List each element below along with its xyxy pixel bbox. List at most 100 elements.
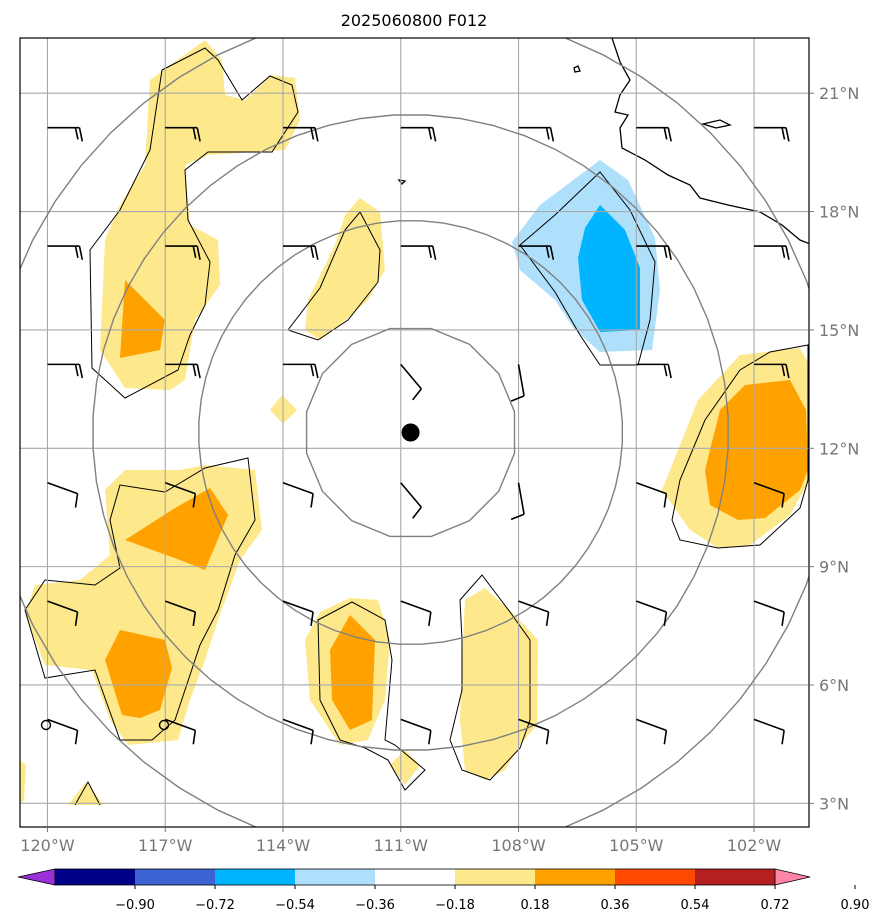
y-tick-label: 3°N — [819, 794, 849, 813]
coastline-mexico — [611, 38, 809, 245]
wind-barb-flag — [428, 611, 432, 626]
y-tick-label: 9°N — [819, 558, 849, 577]
wind-barb-flag — [428, 730, 432, 745]
wind-barbs — [47, 126, 790, 745]
wind-barb-shaft — [636, 718, 667, 732]
wind-barb — [47, 600, 79, 626]
wind-barb-shaft — [400, 482, 422, 508]
wind-barb — [164, 600, 197, 626]
x-tick-label: 114°W — [256, 836, 311, 855]
wind-barb-flag — [785, 245, 790, 260]
wind-barb-shaft — [47, 600, 78, 613]
wind-barb-shaft — [636, 481, 667, 495]
wind-barb-flag — [667, 127, 672, 142]
colorbar-extend-max — [774, 868, 811, 886]
wind-barb — [47, 718, 79, 745]
range-rings — [20, 38, 809, 827]
colorbar-label: 0.72 — [761, 898, 790, 913]
wind-barb-flag — [663, 127, 668, 140]
wind-barb-shaft — [164, 718, 196, 732]
wind-barb-flag — [667, 364, 672, 379]
wind-barb — [754, 126, 790, 142]
negative-anomaly-region — [578, 205, 640, 332]
wind-barb-shaft — [400, 718, 432, 732]
wind-barb — [283, 245, 319, 260]
wind-barb-shaft — [753, 481, 785, 495]
contour-line — [24, 457, 256, 741]
y-tick-label: 6°N — [819, 676, 849, 695]
colorbar-label: −0.54 — [275, 898, 315, 913]
colorbar-segment — [375, 869, 456, 885]
range-ring — [20, 38, 809, 827]
wind-barb — [164, 481, 197, 508]
positive-anomaly-region — [105, 630, 172, 718]
wind-barb-shaft — [753, 718, 785, 732]
positive-anomaly-region — [20, 760, 26, 805]
colorbar-label: −0.90 — [115, 898, 155, 913]
wind-barb-flag — [74, 611, 79, 626]
colorbar-labels: −0.90 −0.72 −0.54 −0.36 −0.18 0.18 0.36 0.54 0.7… — [115, 885, 869, 913]
wind-barb-shaft — [517, 482, 525, 515]
x-tick-label: 111°W — [374, 836, 429, 855]
wind-barb-flag — [310, 364, 315, 377]
wind-barb-flag — [663, 611, 668, 626]
colorbar-segment — [55, 869, 136, 885]
wind-barb-flag — [781, 127, 786, 140]
wind-barb — [518, 245, 555, 260]
wind-barb — [282, 600, 314, 626]
wind-barb — [165, 126, 201, 142]
anomaly-fills — [20, 40, 809, 805]
wind-barb-flag — [785, 364, 790, 379]
wind-barb — [636, 718, 668, 745]
wind-barb-flag — [545, 611, 550, 626]
colorbar-segment — [615, 869, 696, 885]
positive-anomaly-region — [305, 198, 385, 340]
wind-barb-flag — [196, 364, 201, 379]
wind-barb-flag — [192, 127, 197, 140]
wind-barb-shaft — [636, 600, 667, 613]
colorbar — [17, 868, 811, 886]
map-area — [20, 38, 809, 827]
wind-barb — [47, 126, 84, 142]
chart-title: 2025060800 F012 — [341, 11, 488, 30]
wind-barb — [165, 245, 201, 260]
wind-barb-flag — [545, 127, 550, 140]
positive-anomaly-region — [705, 380, 808, 520]
wind-barb-flag — [78, 364, 84, 379]
wind-barb — [283, 126, 319, 142]
wind-barb — [47, 481, 79, 508]
wind-barb-flag — [314, 127, 319, 142]
map-frame — [19, 37, 810, 828]
y-tick-label: 21°N — [819, 84, 859, 103]
wind-barb-flag — [310, 611, 314, 626]
wind-barb-flag — [314, 245, 319, 260]
calm-markers — [40, 719, 170, 731]
wind-barb — [400, 126, 437, 142]
positive-anomaly-region — [125, 488, 228, 570]
wind-barb-flag — [427, 245, 432, 258]
wind-barb — [400, 245, 437, 260]
colorbar-label: 0.54 — [681, 898, 710, 913]
positive-anomaly-region — [390, 750, 420, 785]
storm-center-marker — [401, 423, 420, 442]
contour-line — [671, 344, 809, 549]
wind-barb — [282, 718, 314, 745]
wind-barb-shaft — [518, 718, 549, 732]
wind-barb — [754, 363, 790, 379]
wind-barb-flag — [74, 364, 79, 377]
wind-barb — [518, 600, 550, 626]
x-tick-label: 117°W — [138, 836, 193, 855]
contour-line — [74, 780, 101, 806]
colorbar-segment — [295, 869, 376, 885]
wind-barb-flag — [310, 730, 314, 745]
x-axis-ticks: 120°W 117°W 114°W 111°W 108°W 105°W 102°W — [20, 827, 781, 855]
wind-barb-flag — [412, 388, 422, 401]
colorbar-segment — [455, 869, 536, 885]
wind-barb-flag — [781, 730, 785, 745]
wind-barb-flag — [781, 493, 785, 508]
wind-barb-flag — [412, 506, 422, 519]
wind-barb-flag — [192, 493, 197, 508]
wind-barb-flag — [78, 127, 84, 142]
wind-barb — [400, 482, 422, 519]
